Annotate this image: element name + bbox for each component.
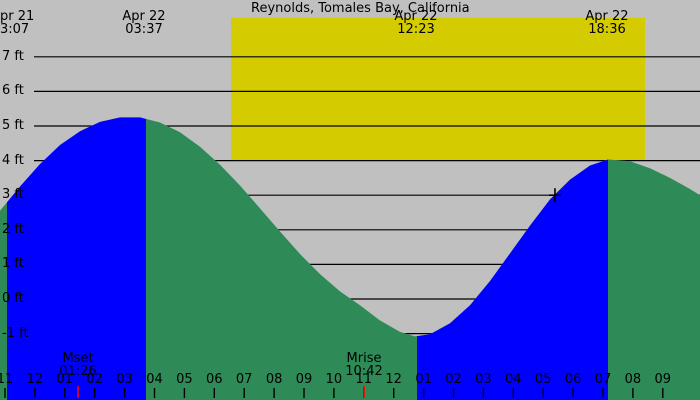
sun-event-label: Apr 22 03:37 xyxy=(122,9,166,37)
hour-label: 12 xyxy=(385,372,402,387)
hour-label: 08 xyxy=(624,372,642,387)
hour-label: 02 xyxy=(445,372,462,387)
chart-title: Reynolds, Tomales Bay, California xyxy=(251,1,470,16)
y-axis-label: 2 ft xyxy=(2,221,24,237)
sun-event-label: Apr 22 18:36 xyxy=(585,9,629,37)
hour-label: 09 xyxy=(295,372,313,387)
hour-label: 05 xyxy=(534,372,552,387)
hour-label: 08 xyxy=(265,372,283,387)
water-day-span xyxy=(0,117,7,400)
moon-event-label: Mset 01:26 xyxy=(59,351,97,379)
sun-event-label: pr 21 3:07 xyxy=(0,9,35,37)
hour-label: 09 xyxy=(654,372,672,387)
hour-label: 05 xyxy=(176,372,193,387)
hour-label: 12 xyxy=(26,372,44,387)
y-axis-label: 1 ft xyxy=(2,256,24,272)
y-axis-label: 4 ft xyxy=(2,152,24,168)
hour-label: 01 xyxy=(415,372,432,387)
hour-label: 04 xyxy=(146,372,163,387)
y-axis-label: 0 ft xyxy=(2,291,24,306)
hour-label: 03 xyxy=(116,372,133,387)
hour-label: 02 xyxy=(86,372,103,387)
hour-label: 10 xyxy=(325,372,343,387)
hour-label: 11 xyxy=(0,372,14,387)
y-axis-label: -1 ft xyxy=(2,325,29,341)
hour-label: 01 xyxy=(56,372,74,387)
hour-label: 03 xyxy=(475,372,492,387)
hour-label: 04 xyxy=(505,372,522,387)
hour-label: 06 xyxy=(564,372,582,387)
y-axis-label: 3 ft xyxy=(2,187,24,203)
hour-label: 06 xyxy=(206,372,223,387)
hour-label: 07 xyxy=(235,372,253,387)
daylight-band xyxy=(231,18,645,160)
y-axis-label: 5 ft xyxy=(2,118,24,133)
hour-label: 07 xyxy=(594,372,612,387)
moon-event-label: Mrise 10:42 xyxy=(345,351,383,379)
y-axis-label: 7 ft xyxy=(2,48,24,64)
sun-event-label: Apr 22 12:23 xyxy=(394,9,438,37)
hour-label: 11 xyxy=(355,372,373,387)
y-axis-label: 6 ft xyxy=(2,83,24,99)
